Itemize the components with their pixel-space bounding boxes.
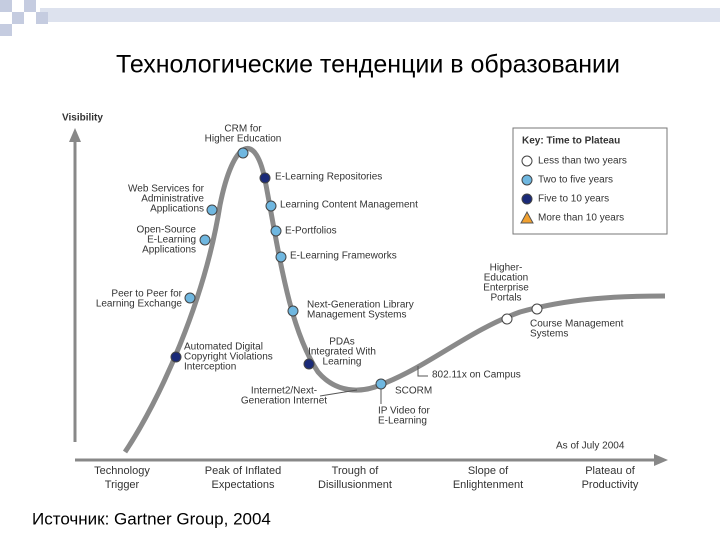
node-label: Web Services for: [128, 184, 205, 195]
node-label: Course Management: [530, 319, 624, 330]
node-label: Generation Internet: [241, 396, 327, 407]
node-label: Learning Exchange: [96, 299, 183, 310]
node-label: PDAs: [329, 337, 355, 348]
y-axis-label: Visibility: [62, 113, 103, 124]
technology-node: [206, 204, 218, 216]
node-label: 802.11x on Campus: [432, 370, 521, 381]
node-label: CRM for: [224, 124, 262, 135]
phase-label: Slope of: [468, 465, 509, 477]
key-title: Key: Time to Plateau: [522, 136, 620, 147]
technology-node: [501, 313, 513, 325]
node-label: Higher-: [490, 263, 523, 274]
node-label: Higher Education: [205, 134, 282, 145]
node-label: Interception: [184, 362, 236, 373]
source: Источник: Gartner Group, 2004: [32, 509, 271, 528]
node-label: E-Learning: [378, 416, 427, 427]
key-label: More than 10 years: [538, 213, 624, 224]
connectors: [319, 366, 428, 404]
node-label: Learning: [323, 357, 362, 368]
key-marker: [521, 174, 533, 186]
node-label: Next-Generation Library: [307, 300, 414, 311]
node-label: Portals: [490, 293, 521, 304]
phase-label: Trough of: [332, 465, 380, 477]
phase-label: Peak of Inflated: [205, 465, 281, 477]
technology-node: [265, 200, 277, 212]
hype-curve: [122, 146, 666, 454]
technology-node: [531, 303, 543, 315]
technology-node: [287, 305, 299, 317]
node-label: Automated Digital: [184, 342, 263, 353]
technology-node: [270, 225, 282, 237]
technology-node: [237, 147, 249, 159]
node-label: Integrated With: [308, 347, 376, 358]
slide-title: Технологические тенденции в образовании: [116, 51, 620, 79]
key-label: Two to five years: [538, 175, 613, 186]
technology-node: [259, 172, 271, 184]
node-label: Copyright Violations: [184, 352, 273, 363]
node-label: Systems: [530, 329, 568, 340]
node-label: Applications: [150, 204, 204, 215]
key-marker: [520, 210, 534, 224]
node-label: IP Video for: [378, 406, 431, 417]
key-marker: [521, 193, 533, 205]
key-label: Five to 10 years: [538, 194, 609, 205]
node-label: Education: [484, 273, 528, 284]
phase-label: Enlightenment: [453, 479, 523, 491]
node-label: E-Portfolios: [285, 226, 337, 237]
technology-node: [170, 351, 182, 363]
technology-node: [275, 251, 287, 263]
node-label: Management Systems: [307, 310, 407, 321]
technology-node: [184, 292, 196, 304]
axes: [69, 128, 668, 466]
technology-node: [375, 378, 387, 390]
technology-node: [303, 358, 315, 370]
node-label: Learning Content Management: [280, 200, 418, 211]
phase-label: Disillusionment: [318, 479, 392, 491]
decoration: [0, 0, 720, 36]
node-label: E-Learning Repositories: [275, 172, 382, 183]
phase-label: Expectations: [212, 479, 275, 491]
technology-node: [199, 234, 211, 246]
key-label: Less than two years: [538, 156, 627, 167]
phase-label: Plateau of: [585, 465, 635, 477]
node-label: E-Learning: [147, 235, 196, 246]
key-marker: [521, 155, 533, 167]
node-label: SCORM: [395, 386, 432, 397]
node-label: Open-Source: [137, 225, 197, 236]
phase-label: Technology: [94, 465, 150, 477]
node-label: Internet2/Next-: [251, 386, 317, 397]
node-label: Enterprise: [483, 283, 529, 294]
node-label: E-Learning Frameworks: [290, 251, 397, 262]
node-label: Applications: [142, 245, 196, 256]
node-label: Peer to Peer for: [111, 289, 182, 300]
phase-label: Trigger: [105, 479, 140, 491]
note: As of July 2004: [556, 441, 625, 452]
phase-label: Productivity: [582, 479, 639, 491]
key-box: [512, 127, 668, 235]
node-label: Administrative: [141, 194, 204, 205]
